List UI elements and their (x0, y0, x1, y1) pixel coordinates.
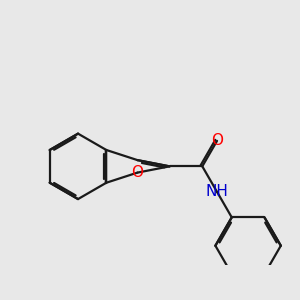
Text: O: O (131, 165, 143, 180)
Text: O: O (211, 134, 223, 148)
Text: NH: NH (206, 184, 229, 200)
